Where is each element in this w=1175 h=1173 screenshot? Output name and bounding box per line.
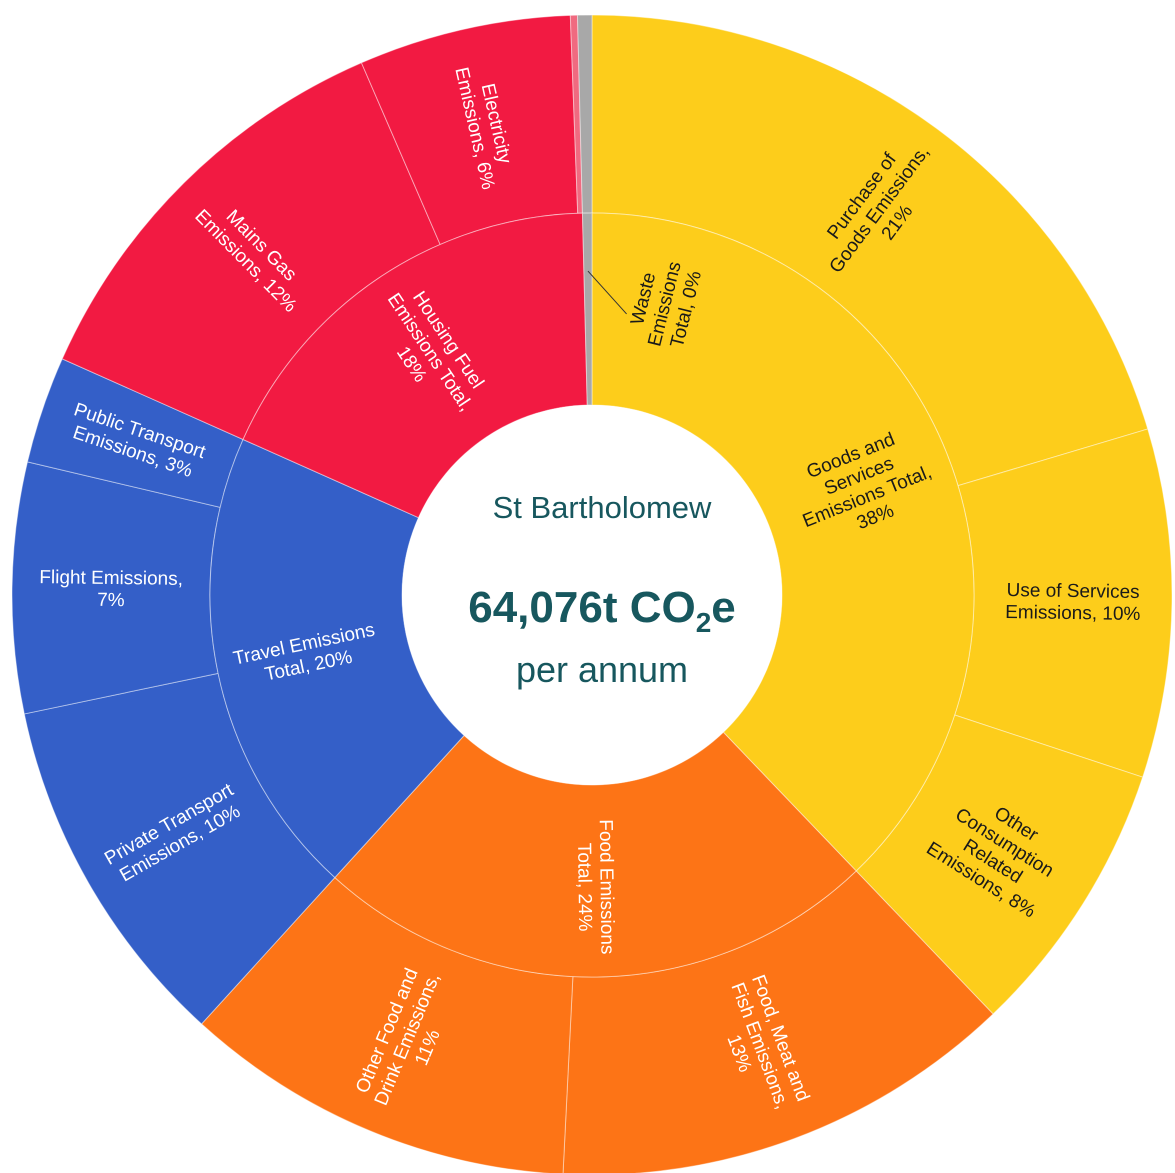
center-label: St Bartholomew 64,076t CO2e per annum — [402, 405, 782, 785]
center-total-value: 64,076t CO — [468, 583, 695, 632]
outer-label-use-of-services-emissions-line: Use of Services — [1006, 580, 1139, 603]
outer-segment-flight-emissions — [11, 461, 221, 715]
outer-label-use-of-services-emissions: Use of ServicesEmissions, 10% — [1005, 580, 1141, 625]
center-total-subscript: 2 — [696, 607, 712, 638]
inner-segment-goods — [591, 212, 975, 872]
inner-label-food: Food EmissionsTotal, 24% — [573, 819, 618, 955]
inner-ring: Goods andServicesEmissions Total,38%Food… — [209, 212, 975, 978]
center-total-suffix: e — [711, 583, 735, 632]
outer-label-flight-emissions-line: Flight Emissions, — [39, 567, 183, 590]
inner-label-food-line: Food Emissions — [595, 819, 618, 954]
center-hole — [402, 405, 782, 785]
center-total: 64,076t CO2e — [468, 583, 736, 638]
outer-label-flight-emissions-line: 7% — [97, 590, 125, 611]
outer-ring: Purchase ofGoods Emissions,21%Use of Ser… — [11, 14, 1173, 1173]
outer-label-flight-emissions: Flight Emissions,7% — [39, 567, 183, 612]
center-title: St Bartholomew — [493, 490, 712, 525]
waste-leader-line — [587, 270, 627, 315]
inner-label-food-line: Total, 24% — [573, 843, 595, 932]
outer-label-use-of-services-emissions-line: Emissions, 10% — [1005, 602, 1141, 625]
center-per-annum: per annum — [516, 649, 688, 690]
